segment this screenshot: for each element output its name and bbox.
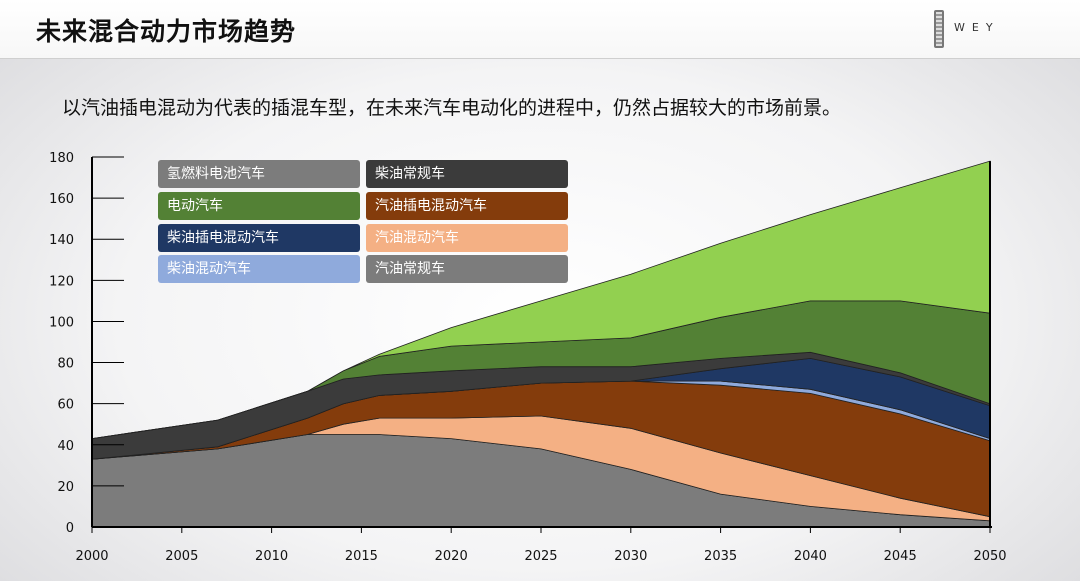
header: 未来混合动力市场趋势 WEY bbox=[0, 0, 1080, 59]
y-tick-label: 120 bbox=[49, 274, 74, 289]
y-tick-label: 0 bbox=[66, 521, 74, 536]
y-tick-label: 100 bbox=[49, 315, 74, 330]
legend-item: 柴油插电混动汽车 bbox=[158, 224, 360, 252]
x-tick-label: 2020 bbox=[435, 549, 468, 564]
y-tick-label: 60 bbox=[57, 398, 74, 413]
legend-item: 汽油常规车 bbox=[366, 255, 568, 283]
x-tick-label: 2015 bbox=[345, 549, 378, 564]
y-tick-label: 20 bbox=[57, 480, 74, 495]
legend-item: 汽油插电混动汽车 bbox=[366, 192, 568, 220]
legend-item: 柴油混动汽车 bbox=[158, 255, 360, 283]
page-title: 未来混合动力市场趋势 bbox=[36, 17, 297, 46]
y-tick-label: 180 bbox=[49, 151, 74, 166]
chart-areas bbox=[91, 160, 991, 528]
y-tick-label: 80 bbox=[57, 357, 74, 372]
x-tick-label: 2010 bbox=[255, 549, 288, 564]
legend-item: 柴油常规车 bbox=[366, 160, 568, 188]
x-tick-label: 2035 bbox=[704, 549, 737, 564]
logo-emblem-icon bbox=[934, 10, 944, 48]
x-tick-label: 2050 bbox=[973, 549, 1006, 564]
x-tick-label: 2030 bbox=[614, 549, 647, 564]
y-tick-label: 40 bbox=[57, 439, 74, 454]
legend-item: 汽油混动汽车 bbox=[366, 224, 568, 252]
y-tick-label: 160 bbox=[49, 192, 74, 207]
y-tick-label: 140 bbox=[49, 233, 74, 248]
x-tick-label: 2045 bbox=[884, 549, 917, 564]
x-tick-label: 2040 bbox=[794, 549, 827, 564]
x-tick-label: 2005 bbox=[165, 549, 198, 564]
logo-text: WEY bbox=[954, 21, 1000, 34]
slide-subtitle: 以汽油插电混动为代表的插混车型，在未来汽车电动化的进程中，仍然占据较大的市场前景… bbox=[62, 97, 842, 119]
legend-item: 氢燃料电池汽车 bbox=[158, 160, 360, 188]
x-tick-label: 2000 bbox=[75, 549, 108, 564]
x-tick-label: 2025 bbox=[524, 549, 557, 564]
wey-logo: WEY bbox=[930, 10, 1020, 50]
legend-item: 电动汽车 bbox=[158, 192, 360, 220]
